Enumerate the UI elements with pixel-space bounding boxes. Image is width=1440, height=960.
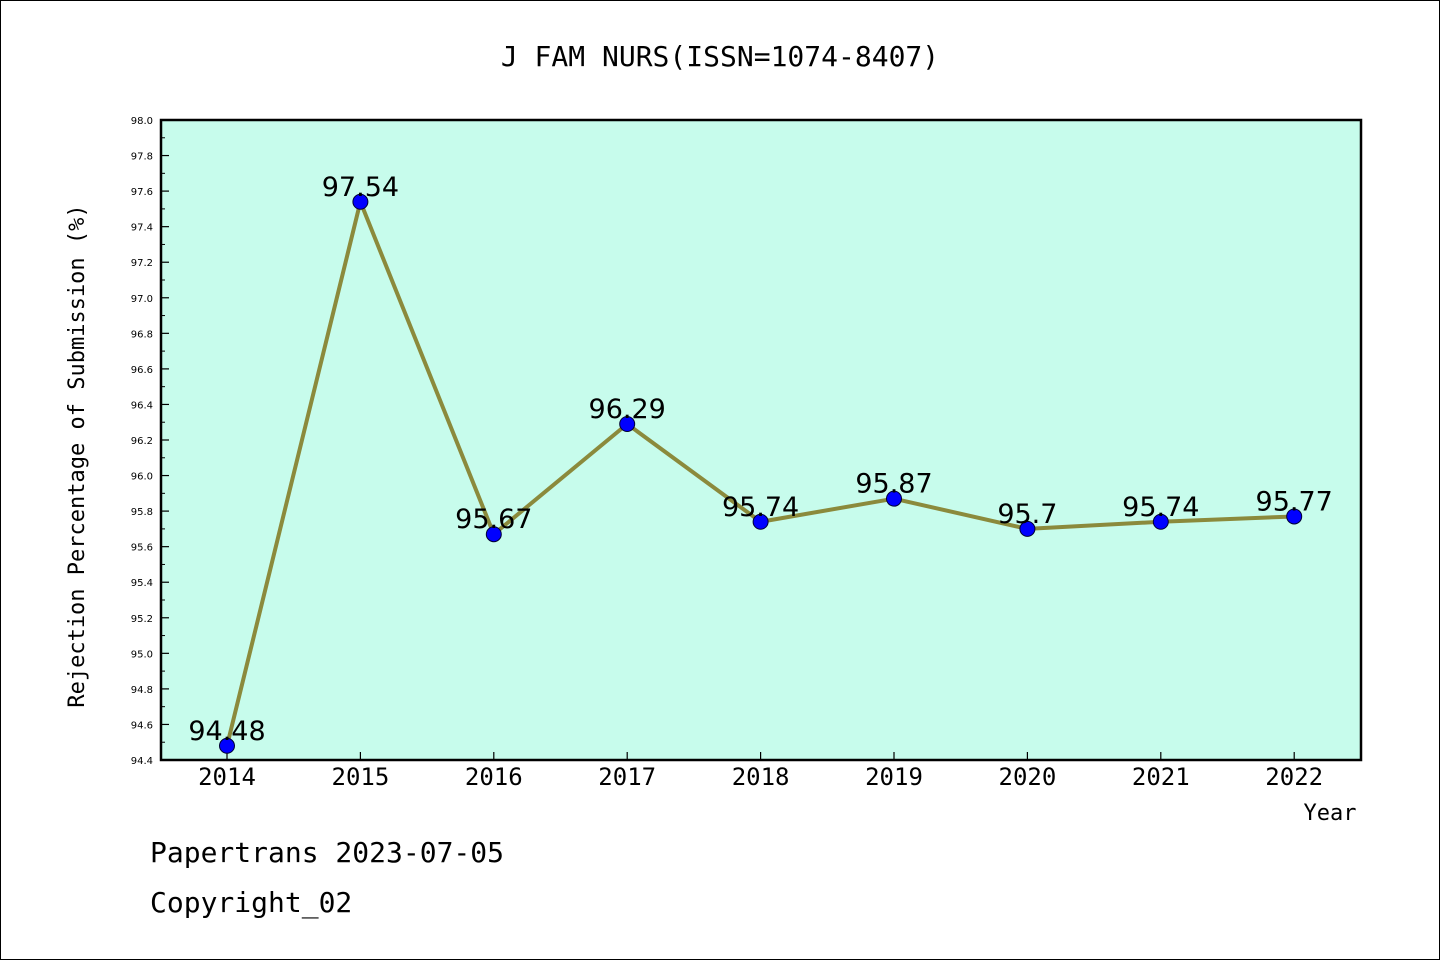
y-tick-label: 95.6 bbox=[131, 543, 153, 554]
y-tick-label: 96.8 bbox=[131, 329, 153, 340]
y-tick-label: 97.2 bbox=[131, 258, 153, 269]
y-tick-label: 96.6 bbox=[131, 365, 153, 376]
data-labels: 94.48 97.54 95.67 96.29 95.74 95.87 95.7 95.74 9… bbox=[188, 172, 1332, 747]
x-tick-label: 2021 bbox=[1132, 763, 1190, 791]
y-tick-label: 97.6 bbox=[131, 187, 153, 198]
x-tick-label: 2015 bbox=[332, 763, 390, 791]
y-tick-label: 95.2 bbox=[131, 614, 153, 625]
data-point bbox=[886, 490, 902, 507]
y-tick-label: 94.6 bbox=[131, 720, 153, 731]
x-axis: 2014 2015 2016 2017 2018 2019 2020 2021 2022 bbox=[198, 752, 1323, 791]
data-point bbox=[352, 193, 369, 210]
data-point bbox=[485, 526, 502, 543]
y-tick-label: 94.4 bbox=[131, 756, 153, 767]
x-axis-label: Year bbox=[1304, 801, 1357, 826]
x-tick-label: 2019 bbox=[865, 763, 923, 791]
footer-date: Papertrans 2023-07-05 bbox=[150, 836, 505, 869]
y-tick-label: 96.4 bbox=[131, 400, 153, 411]
data-label: 95.67 bbox=[455, 504, 532, 535]
y-axis: 94.4 94.6 94.8 95.0 95.2 95.4 95.6 95.8 96.0 96.2… bbox=[131, 116, 169, 767]
data-label: 95.74 bbox=[722, 492, 799, 523]
x-tick-label: 2022 bbox=[1265, 763, 1323, 791]
data-label: 94.48 bbox=[188, 716, 265, 747]
data-label: 97.54 bbox=[322, 172, 399, 203]
data-point bbox=[1286, 508, 1303, 525]
data-label: 95.7 bbox=[997, 499, 1057, 530]
x-tick-label: 2014 bbox=[198, 763, 256, 791]
data-point bbox=[752, 513, 769, 530]
footer-copyright: Copyright_02 bbox=[150, 886, 353, 919]
y-tick-label: 95.0 bbox=[131, 649, 153, 660]
y-tick-label: 96.0 bbox=[131, 472, 153, 483]
x-tick-label: 2020 bbox=[999, 763, 1057, 791]
y-tick-label: 96.2 bbox=[131, 436, 153, 447]
data-point bbox=[1152, 513, 1169, 530]
data-label: 96.29 bbox=[589, 394, 666, 425]
x-tick-label: 2016 bbox=[465, 763, 523, 791]
data-label: 95.77 bbox=[1256, 486, 1333, 517]
y-tick-label: 95.8 bbox=[131, 507, 153, 518]
y-tick-label: 98.0 bbox=[131, 116, 153, 127]
y-tick-label: 97.0 bbox=[131, 294, 153, 305]
data-label: 95.74 bbox=[1122, 492, 1199, 523]
y-tick-label: 97.8 bbox=[131, 152, 153, 163]
x-tick-label: 2018 bbox=[732, 763, 790, 791]
data-label: 95.87 bbox=[855, 469, 932, 500]
chart-title: J FAM NURS(ISSN=1074-8407) bbox=[501, 40, 939, 73]
y-tick-label: 95.4 bbox=[131, 578, 153, 589]
x-tick-label: 2017 bbox=[598, 763, 656, 791]
data-point bbox=[1019, 520, 1036, 537]
data-point bbox=[219, 737, 235, 754]
y-axis-label: Rejection Percentage of Submission (%) bbox=[65, 204, 90, 707]
series-markers bbox=[219, 193, 1303, 754]
plot-area bbox=[159, 118, 1363, 762]
data-point bbox=[619, 416, 636, 432]
y-tick-label: 94.8 bbox=[131, 685, 153, 696]
y-tick-label: 97.4 bbox=[131, 223, 153, 234]
